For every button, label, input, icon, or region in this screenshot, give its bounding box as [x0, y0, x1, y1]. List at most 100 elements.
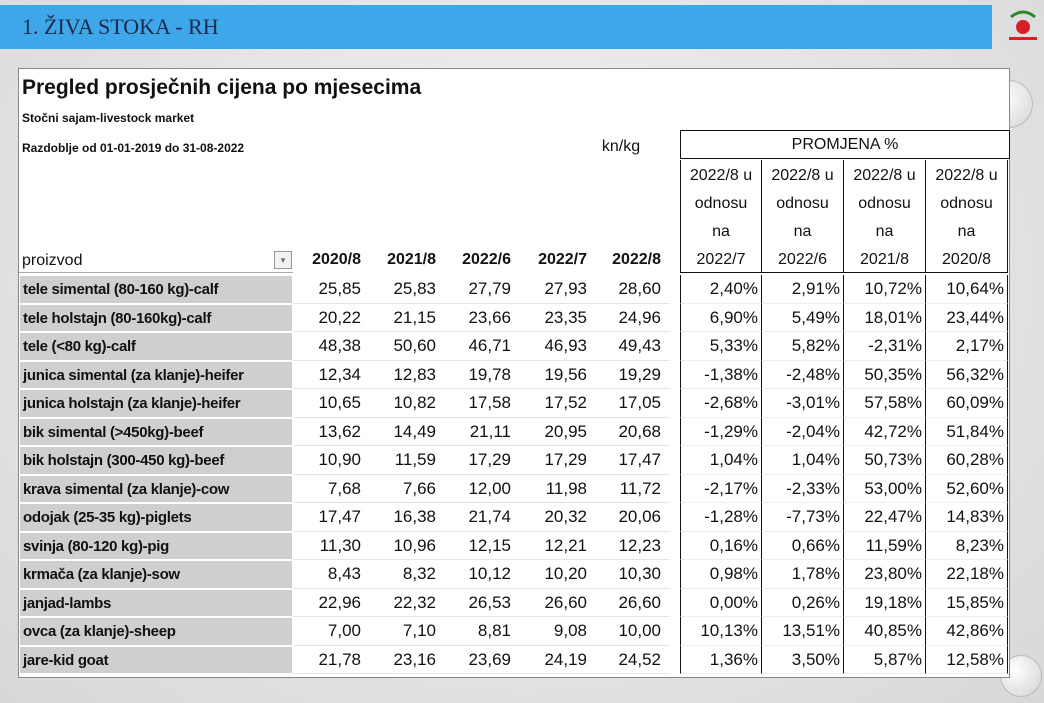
- change-cell: -1,28%: [680, 503, 762, 532]
- price-cell: 21,78: [293, 646, 369, 674]
- price-cell: 17,47: [293, 503, 369, 532]
- change-cell: 22,18%: [926, 560, 1008, 589]
- price-cell: 27,93: [519, 275, 595, 304]
- filter-button[interactable]: ▾: [274, 251, 292, 269]
- price-cell: 22,32: [369, 589, 444, 617]
- change-cell: 22,47%: [844, 503, 926, 532]
- change-cell: 1,36%: [680, 645, 762, 674]
- change-cell: 0,16%: [680, 531, 762, 560]
- change-cell: 23,80%: [844, 560, 926, 589]
- change-cell: -2,17%: [680, 474, 762, 503]
- price-cell: 12,21: [519, 532, 595, 560]
- change-cell: 53,00%: [844, 474, 926, 503]
- change-cell: 60,28%: [926, 446, 1008, 475]
- price-cell: 8,81: [444, 617, 519, 646]
- row-label: bik holstajn (300-450 kg)-beef: [19, 446, 293, 475]
- change-cell: 18,01%: [844, 303, 926, 332]
- price-cell: 20,22: [293, 304, 369, 332]
- change-cell: 57,58%: [844, 389, 926, 418]
- change-cell: 0,26%: [762, 588, 844, 617]
- price-cell: 11,72: [595, 475, 669, 503]
- price-cell: 10,90: [293, 446, 369, 475]
- change-cell: 50,73%: [844, 446, 926, 475]
- price-cell: 26,60: [595, 589, 669, 617]
- row-label: odojak (25-35 kg)-piglets: [19, 503, 293, 532]
- row-label: ovca (za klanje)-sheep: [19, 617, 293, 646]
- price-cell: 7,68: [293, 475, 369, 503]
- price-cell: 17,29: [519, 446, 595, 475]
- price-cell: 21,11: [444, 418, 519, 446]
- row-label: junica simental (za klanje)-heifer: [19, 360, 293, 389]
- change-cell: 0,66%: [762, 531, 844, 560]
- price-cell: 20,06: [595, 503, 669, 532]
- price-cell: 10,65: [293, 389, 369, 418]
- price-cell: 16,38: [369, 503, 444, 532]
- column-header: 2020/8: [312, 251, 361, 268]
- price-cell: 21,15: [369, 304, 444, 332]
- price-cell: 11,98: [519, 475, 595, 503]
- change-cell: 60,09%: [926, 389, 1008, 418]
- change-cell: 8,23%: [926, 531, 1008, 560]
- change-cell: 42,72%: [844, 417, 926, 446]
- price-cell: 48,38: [293, 332, 369, 361]
- price-cell: 20,95: [519, 418, 595, 446]
- change-cell: -2,31%: [844, 332, 926, 361]
- banner: 1. ŽIVA STOKA - RH: [0, 5, 992, 49]
- change-cell: 5,33%: [680, 332, 762, 361]
- change-cell: 23,44%: [926, 303, 1008, 332]
- change-cell: 56,32%: [926, 360, 1008, 389]
- change-cell: 42,86%: [926, 617, 1008, 646]
- price-cell: 10,30: [595, 560, 669, 589]
- price-cell: 10,20: [519, 560, 595, 589]
- price-cell: 12,23: [595, 532, 669, 560]
- period: Razdoblje od 01-01-2019 do 31-08-2022: [22, 141, 245, 155]
- row-label: svinja (80-120 kg)-pig: [19, 531, 293, 560]
- price-cell: 19,56: [519, 361, 595, 389]
- price-cell: 20,32: [519, 503, 595, 532]
- table-panel: Pregled prosječnih cijena po mjesecima St…: [18, 68, 1010, 678]
- column-header: 2022/8: [612, 251, 661, 268]
- price-cell: 19,78: [444, 361, 519, 389]
- change-cell: -2,04%: [762, 417, 844, 446]
- change-cell: 10,13%: [680, 617, 762, 646]
- price-cell: 17,52: [519, 389, 595, 418]
- column-header: 2022/6: [462, 251, 511, 268]
- banner-title: 1. ŽIVA STOKA - RH: [22, 14, 219, 39]
- change-cell: 19,18%: [844, 588, 926, 617]
- price-cell: 12,00: [444, 475, 519, 503]
- price-cell: 21,74: [444, 503, 519, 532]
- change-cell: -2,68%: [680, 389, 762, 418]
- price-cell: 13,62: [293, 418, 369, 446]
- price-cell: 7,00: [293, 617, 369, 646]
- change-cell: 1,78%: [762, 560, 844, 589]
- change-cell: -3,01%: [762, 389, 844, 418]
- price-cell: 24,96: [595, 304, 669, 332]
- price-cell: 12,15: [444, 532, 519, 560]
- column-header: 2022/7: [538, 251, 587, 268]
- price-cell: 11,30: [293, 532, 369, 560]
- row-label: tele holstajn (80-160kg)-calf: [19, 303, 293, 332]
- change-cell: 14,83%: [926, 503, 1008, 532]
- row-label: tele (<80 kg)-calf: [19, 332, 293, 361]
- change-cell: 10,64%: [926, 275, 1008, 304]
- price-cell: 26,60: [519, 589, 595, 617]
- price-cell: 46,71: [444, 332, 519, 361]
- change-cell: 2,17%: [926, 332, 1008, 361]
- column-header: 2022/8 u odnosu na 2022/6: [762, 160, 844, 273]
- price-cell: 49,43: [595, 332, 669, 361]
- change-cell: 10,72%: [844, 275, 926, 304]
- column-header: 2022/8 u odnosu na 2022/7: [680, 160, 762, 273]
- price-cell: 26,53: [444, 589, 519, 617]
- price-cell: 12,83: [369, 361, 444, 389]
- price-cell: 23,66: [444, 304, 519, 332]
- price-cell: 46,93: [519, 332, 595, 361]
- change-cell: -1,38%: [680, 360, 762, 389]
- price-cell: 10,12: [444, 560, 519, 589]
- row-label: janjad-lambs: [19, 588, 293, 617]
- price-cell: 17,47: [595, 446, 669, 475]
- subtitle: Stočni sajam-livestock market: [22, 111, 195, 125]
- change-cell: 5,87%: [844, 645, 926, 674]
- price-cell: 14,49: [369, 418, 444, 446]
- unit: kn/kg: [601, 138, 641, 155]
- logo: [1009, 10, 1037, 40]
